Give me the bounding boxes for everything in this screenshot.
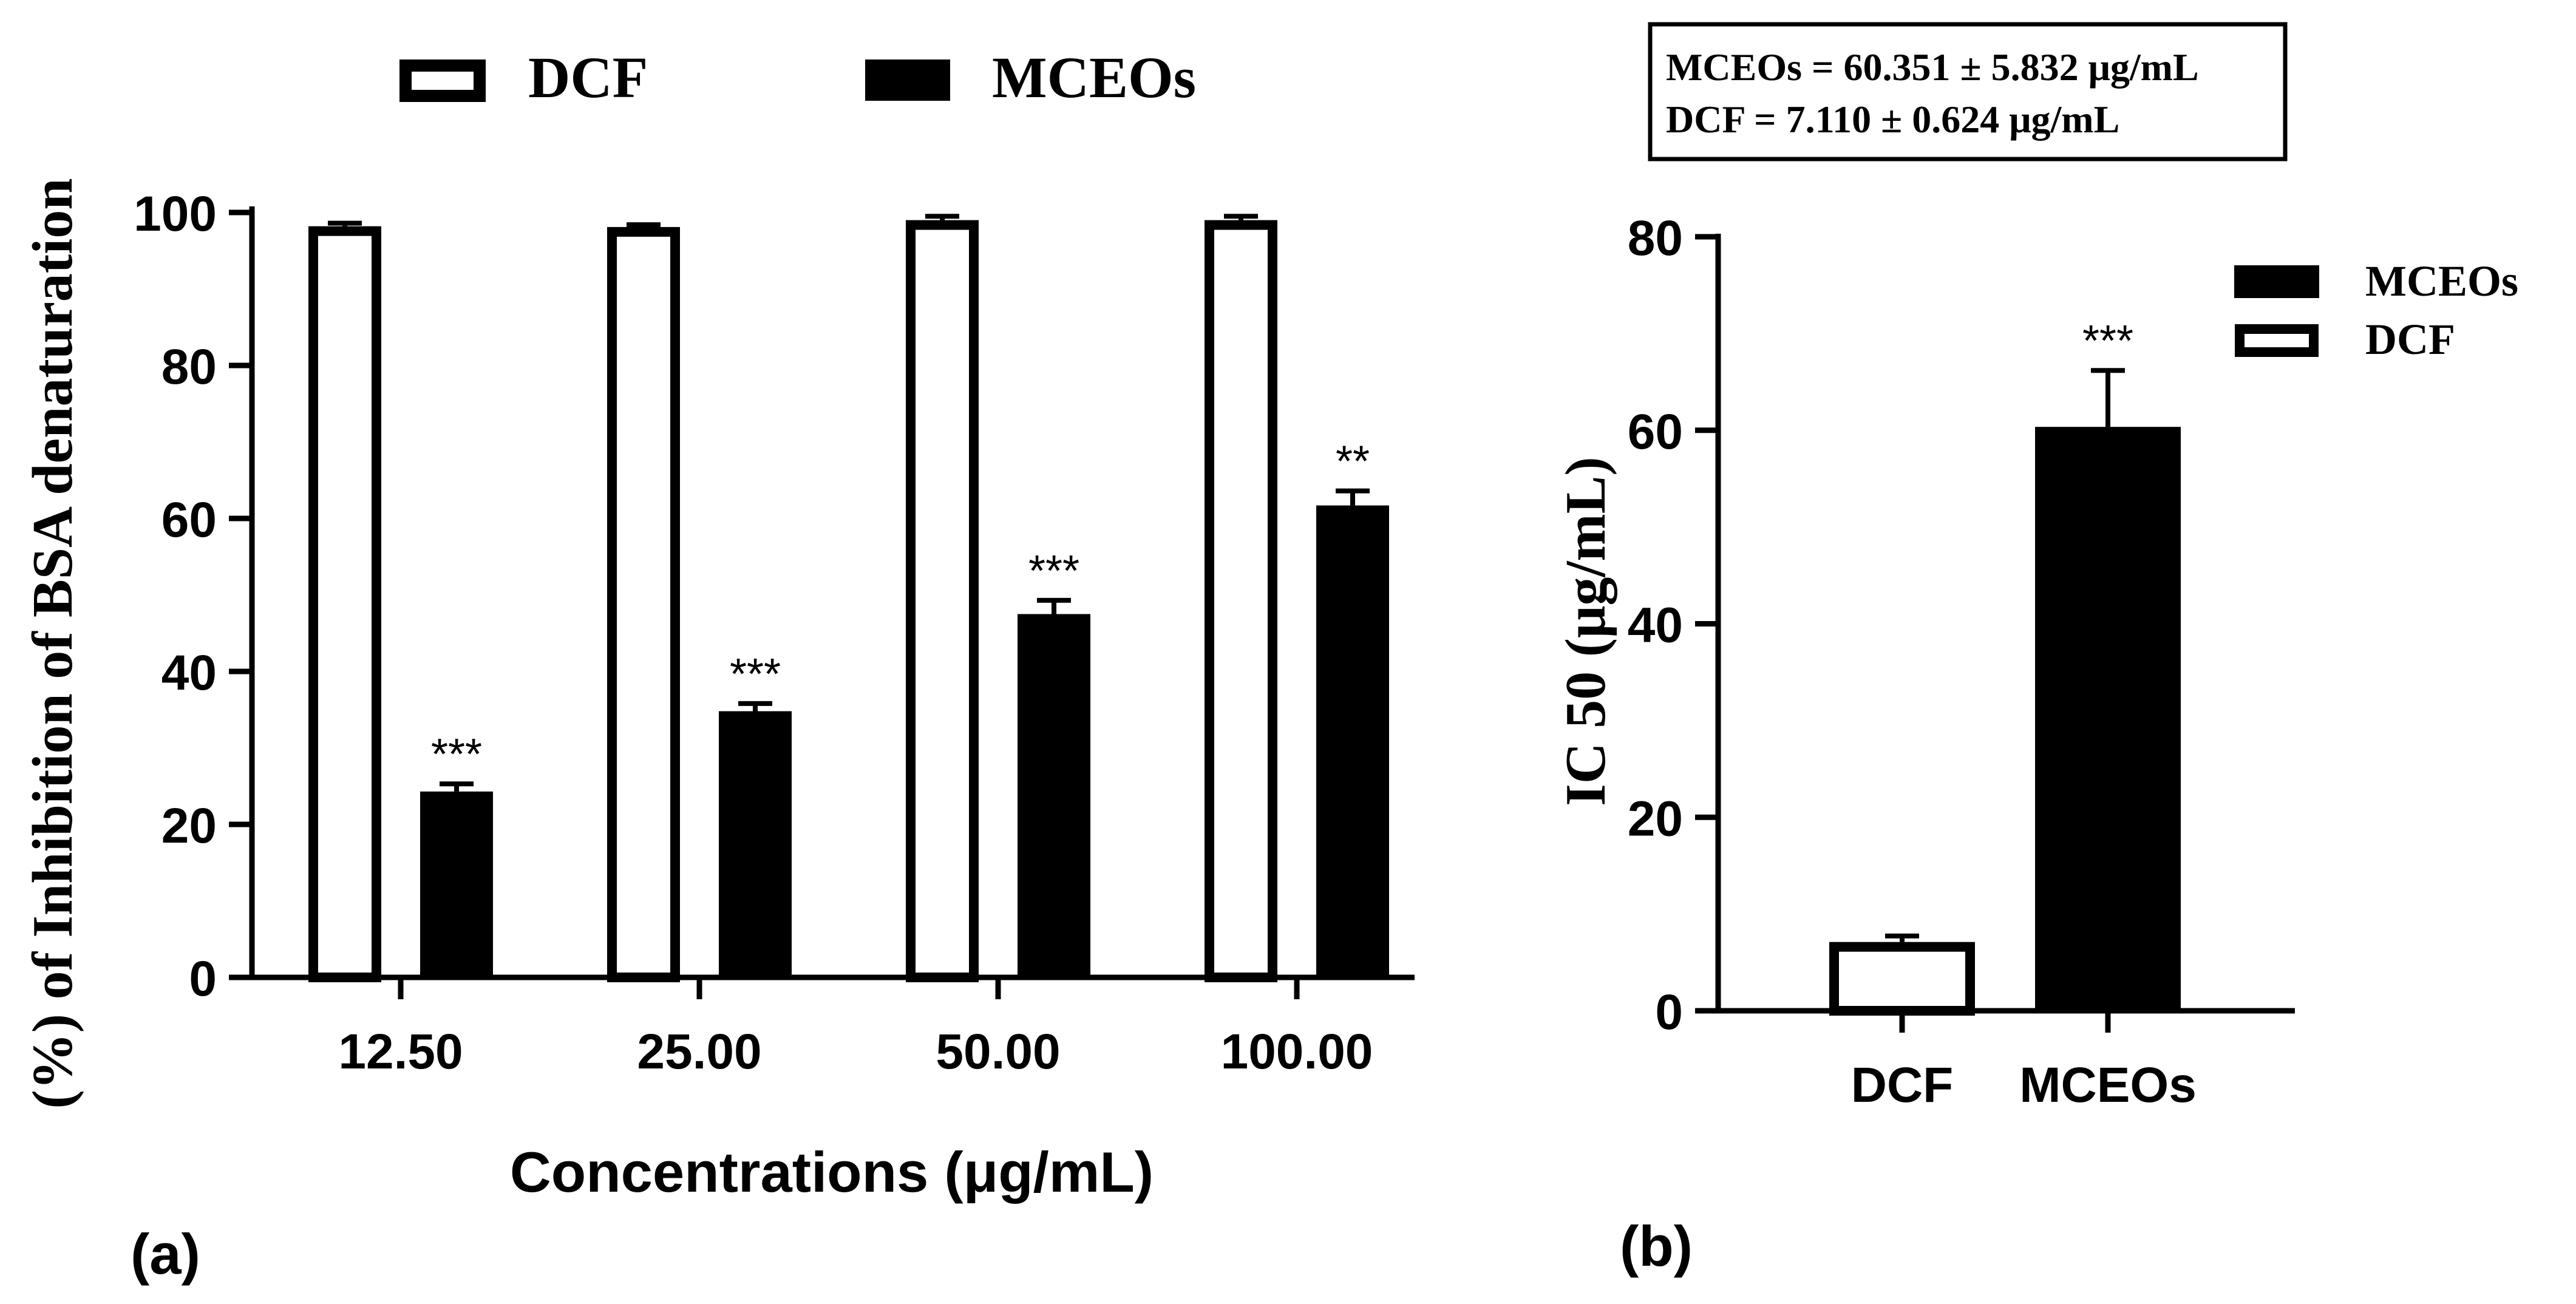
bar-b-dcf (1829, 942, 1975, 1016)
y-tick-label-b: 0 (1655, 985, 1683, 1040)
chart-a: DCF MCEOs (%) of Inhibition of BSA denat… (21, 45, 1415, 1286)
y-ticks-a: 0 20 40 60 80 100 (134, 186, 252, 1007)
legend-b: MCEOs DCF (2234, 257, 2518, 364)
significance-label-a: *** (1028, 547, 1079, 596)
bar-a-mceos (1316, 505, 1389, 977)
legend-swatch-mceos (865, 59, 950, 101)
y-tick-label-b: 80 (1628, 211, 1683, 266)
annotation-line-dcf: DCF = 7.110 ± 0.624 μg/mL (1666, 98, 2119, 141)
annotation-line-mceos: MCEOs = 60.351 ± 5.832 μg/mL (1666, 46, 2199, 89)
legend-label-b-dcf: DCF (2365, 315, 2455, 364)
chart-b: MCEOs = 60.351 ± 5.832 μg/mL DCF = 7.110… (1554, 22, 2518, 1278)
bar-a-mceos (420, 791, 493, 977)
annotation-frame (1648, 22, 2288, 161)
bar-a-mceos (719, 711, 792, 977)
y-ticks-b: 0 20 40 60 80 (1628, 211, 1718, 1040)
x-tick-label-a: 100.00 (1221, 1024, 1373, 1079)
y-axis-title-a: (%) of Inhibition of BSA denaturation (21, 178, 84, 1109)
x-tick-label-a: 50.00 (936, 1024, 1060, 1079)
significance-label-a: ** (1336, 438, 1370, 486)
bars-a: *********** (308, 214, 1389, 983)
x-ticks-b: DCF MCEOs (1851, 1011, 2197, 1113)
y-tick-label-a: 80 (161, 339, 217, 395)
legend-label-dcf: DCF (528, 45, 648, 110)
legend-swatch-b-dcf (2235, 324, 2319, 357)
legend-label-mceos: MCEOs (992, 45, 1196, 110)
x-axis-title-a: Concentrations (μg/mL) (510, 1140, 1154, 1204)
y-tick-label-b: 20 (1628, 791, 1683, 846)
y-tick-label-a: 20 (161, 798, 217, 854)
bars-b: *** (1829, 317, 2181, 1016)
significance-label-a: *** (730, 650, 781, 699)
legend-swatch-dcf (399, 59, 486, 102)
bar-a-dcf (1205, 220, 1277, 983)
bar-a-dcf (308, 226, 381, 982)
x-tick-label-b: MCEOs (2019, 1058, 2197, 1113)
bar-a-mceos (1018, 614, 1090, 977)
significance-label-b: *** (2082, 317, 2133, 365)
x-tick-label-b: DCF (1851, 1058, 1954, 1113)
y-tick-label-a: 100 (134, 186, 217, 242)
y-tick-label-b: 40 (1628, 598, 1683, 653)
x-tick-label-a: 12.50 (338, 1024, 463, 1079)
significance-label-a: *** (431, 730, 482, 779)
bar-a-dcf (906, 220, 979, 983)
y-tick-label-b: 60 (1628, 404, 1683, 460)
y-tick-label-a: 40 (161, 645, 217, 701)
legend-a: DCF MCEOs (399, 45, 1196, 110)
y-tick-label-a: 60 (161, 492, 217, 548)
y-axis-title-b: IC 50 (μg/mL) (1554, 457, 1617, 806)
x-tick-label-a: 25.00 (637, 1024, 761, 1079)
legend-swatch-b-mceos (2234, 265, 2319, 298)
x-ticks-a: 12.50 25.00 50.00 100.00 (338, 977, 1373, 1079)
ic50-annotation-box: MCEOs = 60.351 ± 5.832 μg/mL DCF = 7.110… (1648, 22, 2288, 161)
panel-label-b: (b) (1620, 1214, 1693, 1278)
bar-a-dcf (607, 226, 680, 983)
legend-label-b-mceos: MCEOs (2365, 257, 2518, 305)
bar-b-mceos (2035, 427, 2181, 1011)
y-tick-label-a: 0 (189, 951, 217, 1007)
panel-label-a: (a) (131, 1222, 200, 1286)
